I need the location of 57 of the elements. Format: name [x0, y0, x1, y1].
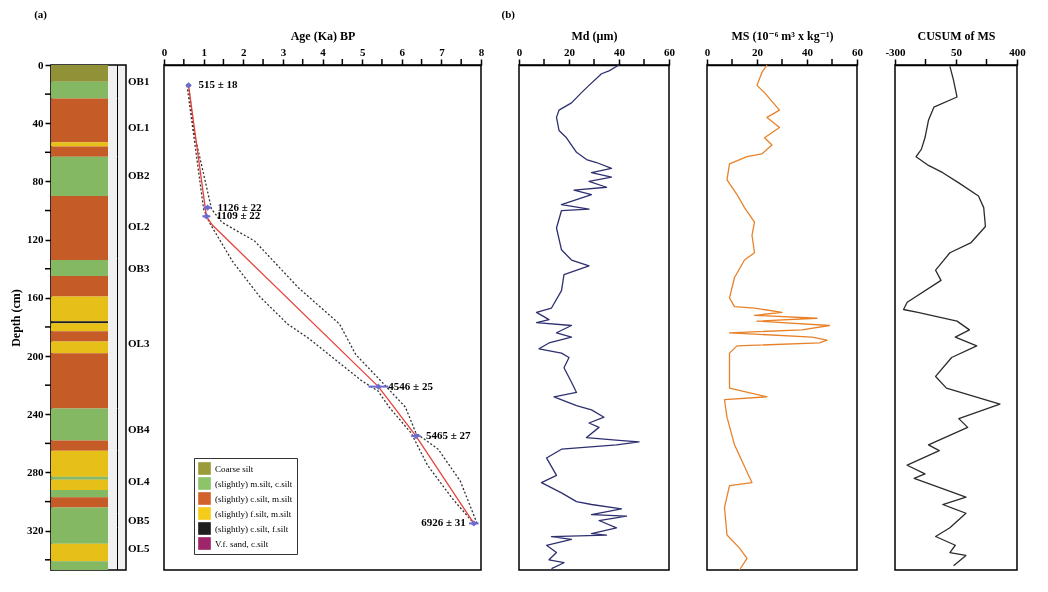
annotation: 5465 ± 27 — [426, 429, 472, 442]
band-label: OL5 — [128, 541, 150, 554]
y-tick-label: 120 — [27, 233, 44, 246]
band-label: OB4 — [128, 422, 150, 435]
band-label: OL3 — [128, 336, 150, 349]
x-tick-label: 8 — [478, 45, 485, 58]
y-tick-label: 0 — [38, 58, 44, 71]
x-tick-label: 20 — [752, 45, 764, 58]
band-label: OB1 — [128, 74, 150, 87]
x-tick-label: 50 — [951, 45, 963, 58]
x-tick-label: 4 — [320, 45, 327, 58]
y-tick-label: 80 — [32, 174, 44, 187]
legend-label: Coarse silt — [215, 463, 254, 474]
annotation: 515 ± 18 — [198, 78, 239, 91]
y-tick-label: 280 — [27, 465, 44, 478]
x-tick-label: 0 — [161, 45, 168, 58]
x-axis-title: CUSUM of MS — [917, 28, 996, 43]
band-label: OB3 — [128, 261, 150, 274]
x-axis-title: Md (µm) — [571, 28, 618, 43]
x-tick-label: 0 — [704, 45, 711, 58]
x-tick-label: 3 — [280, 45, 287, 58]
y-tick-label: 160 — [27, 291, 44, 304]
x-tick-label: -300 — [885, 45, 907, 58]
x-tick-label: 40 — [802, 45, 814, 58]
y-tick-label: 240 — [27, 407, 44, 420]
text: (b) — [501, 8, 516, 21]
band-label: OL1 — [128, 120, 150, 133]
x-axis-title: MS (10⁻⁶ m³ x kg⁻¹) — [731, 28, 834, 43]
x-tick-label: 5 — [359, 45, 366, 58]
legend-label: V.f. sand, c.silt — [215, 538, 269, 549]
annotation: 1126 ± 22 — [217, 200, 263, 213]
x-tick-label: 60 — [852, 45, 864, 58]
legend-label: (slightly) m.silt, c.silt — [215, 478, 293, 489]
x-tick-label: 20 — [564, 45, 576, 58]
y-tick-label: 320 — [27, 524, 44, 537]
text: (a) — [34, 8, 48, 21]
legend-label: (slightly) c.silt, f.silt — [215, 523, 289, 534]
annotation: 4546 ± 25 — [388, 379, 434, 392]
band-label: OL4 — [128, 474, 150, 487]
x-tick-label: 7 — [439, 45, 446, 58]
band-label: OB2 — [128, 169, 150, 182]
annotation: 6926 ± 31 — [421, 516, 466, 529]
x-axis-title: Age (Ka) BP — [290, 28, 356, 43]
x-tick-label: 40 — [614, 45, 626, 58]
x-tick-label: 2 — [241, 45, 247, 58]
band-label: OL2 — [128, 220, 150, 233]
x-tick-label: 0 — [516, 45, 523, 58]
band-label: OB5 — [128, 513, 150, 526]
y-axis-title: Depth (cm) — [9, 289, 23, 347]
x-tick-label: 1 — [201, 45, 207, 58]
x-tick-label: 6 — [399, 45, 406, 58]
x-tick-label: 400 — [1009, 45, 1027, 58]
legend-label: (slightly) c.silt, m.silt — [215, 493, 293, 504]
x-tick-label: 60 — [664, 45, 676, 58]
legend-label: (slightly) f.silt, m.silt — [215, 508, 292, 519]
y-tick-label: 40 — [32, 116, 44, 129]
y-tick-label: 200 — [27, 349, 44, 362]
